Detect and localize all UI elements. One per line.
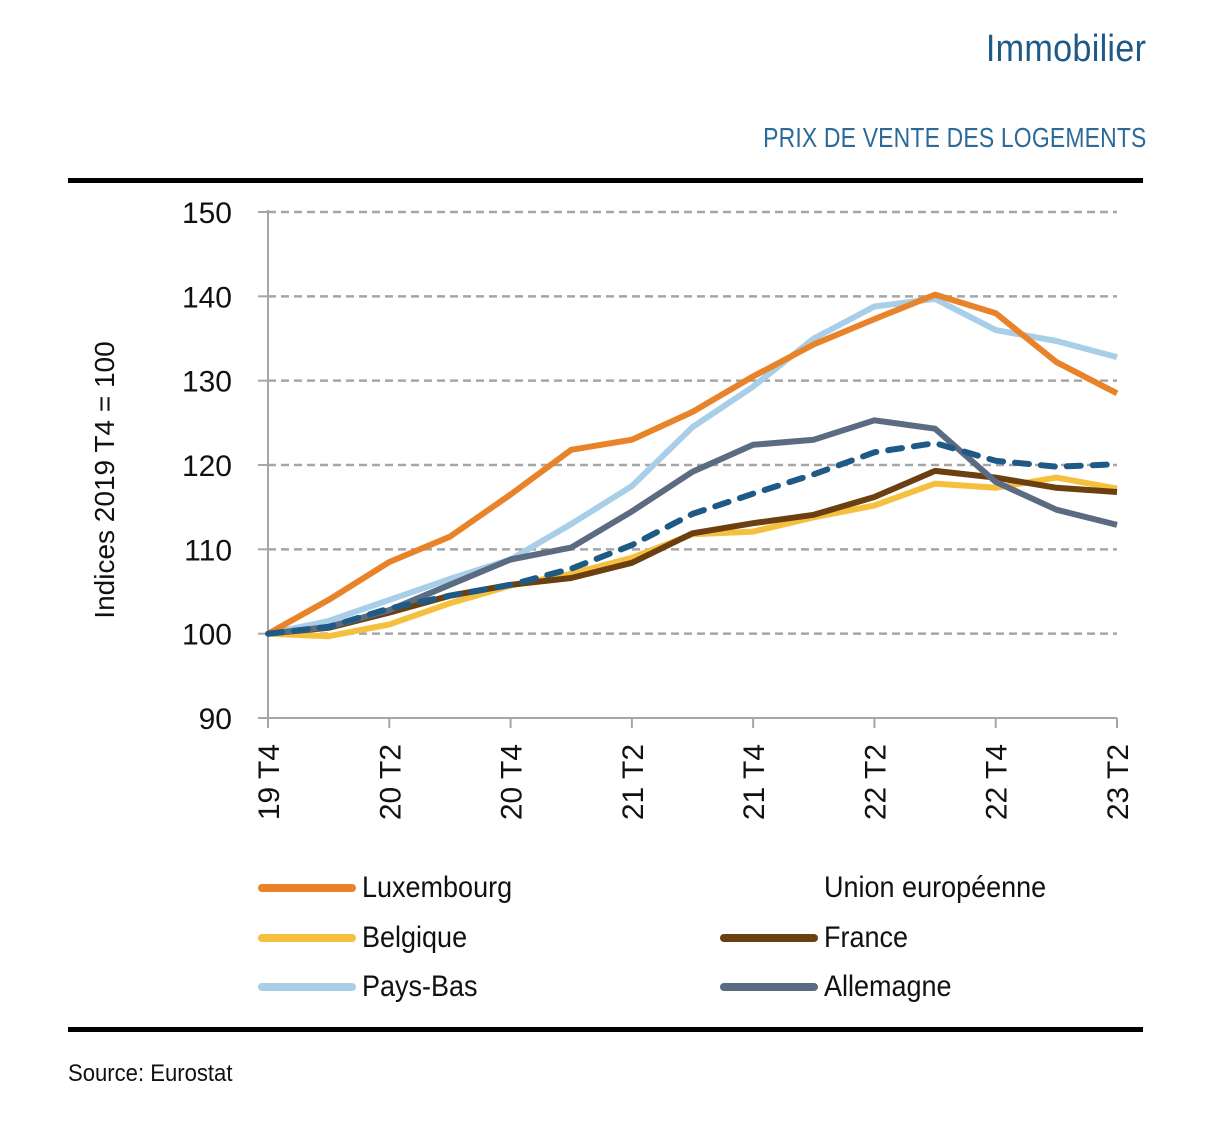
legend-label: France: [824, 921, 909, 954]
line-chart: 90 100 110 120 130 140 150 19 T4 20 T2 20 T4 21 T…: [89, 197, 1135, 820]
series-line-luxembourg: [266, 291, 1119, 637]
y-tick-labels: 90 100 110 120 130 140 150: [182, 197, 232, 736]
axes: [258, 210, 1118, 728]
y-tick-label: 90: [199, 703, 232, 736]
legend-swatch-pays-bas: [258, 983, 356, 991]
legend-item-allemagne: Allemagne: [720, 967, 966, 1007]
gridlines: [268, 210, 1117, 635]
y-tick-label: 110: [184, 534, 232, 567]
legend-item-luxembourg: Luxembourg: [258, 868, 529, 908]
legend-item-belgique: Belgique: [258, 918, 479, 958]
series-line-pays-bas: [267, 295, 1118, 637]
y-axis-label: Indices 2019 T4 = 100: [89, 341, 120, 618]
page-title: Immobilier: [985, 28, 1146, 70]
legend-swatch-belgique: [258, 934, 356, 942]
legend-label: Pays-Bas: [362, 970, 478, 1003]
source-note: Source: Eurostat: [68, 1060, 233, 1087]
y-tick-label: 120: [182, 450, 232, 483]
legend-swatch-union-europeenne: [720, 884, 818, 892]
y-tick-label: 130: [182, 366, 232, 399]
x-tick-label: 22 T4: [981, 744, 1014, 820]
y-tick-label: 140: [182, 281, 232, 314]
top-divider: [68, 178, 1143, 183]
x-tick-label: 19 T4: [253, 744, 286, 820]
x-tick-labels: 19 T4 20 T2 20 T4 21 T2 21 T4 22 T2 22 T4 23 T2: [253, 744, 1135, 820]
x-tick-label: 20 T4: [496, 744, 529, 820]
chart-title: PRIX DE VENTE DES LOGEMENTS: [762, 122, 1146, 153]
legend-swatch-allemagne: [720, 983, 818, 991]
legend-label: Union européenne: [824, 871, 1047, 904]
legend-item-france: France: [720, 918, 917, 958]
series-line-union-europ-enne: [265, 440, 1120, 637]
legend-item-pays-bas: Pays-Bas: [258, 967, 490, 1007]
legend-label: Luxembourg: [362, 871, 513, 904]
y-tick-label: 100: [182, 619, 232, 652]
legend-label: Belgique: [362, 921, 468, 954]
series-line-allemagne: [267, 417, 1118, 637]
legend-swatch-luxembourg: [258, 884, 356, 892]
bottom-divider: [68, 1027, 1143, 1032]
y-tick-label: 150: [182, 197, 232, 230]
legend-swatch-france: [720, 934, 818, 942]
legend-item-union-europeenne: Union européenne: [720, 868, 1071, 908]
legend-label: Allemagne: [824, 970, 952, 1003]
x-tick-label: 21 T2: [617, 744, 650, 820]
x-tick-label: 23 T2: [1102, 744, 1135, 820]
series-lines: [265, 291, 1120, 640]
x-tick-label: 20 T2: [374, 744, 407, 820]
x-tick-label: 22 T2: [859, 744, 892, 820]
x-tick-label: 21 T4: [738, 744, 771, 820]
